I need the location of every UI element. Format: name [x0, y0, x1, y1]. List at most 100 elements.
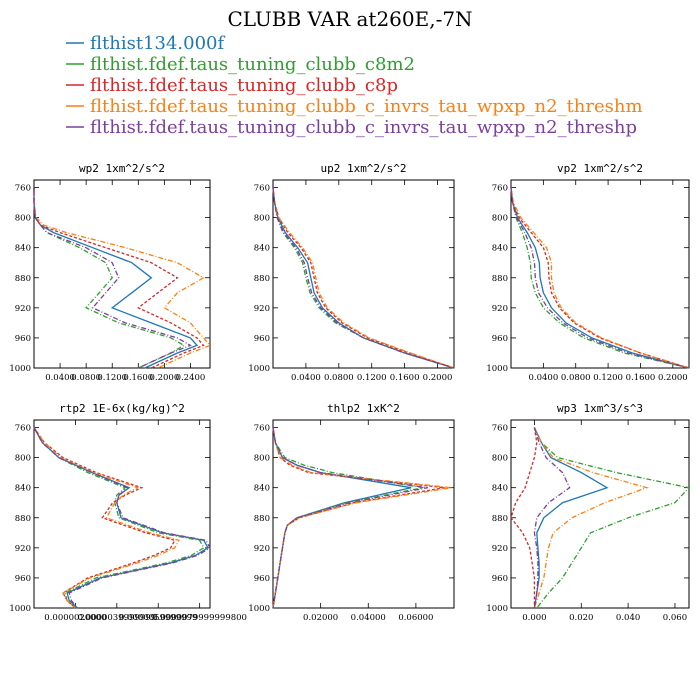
- y-tick-label: 920: [15, 544, 31, 554]
- x-tick-label: 0.1600: [626, 373, 656, 383]
- series-line: [533, 427, 571, 609]
- series-line: [33, 427, 180, 609]
- y-tick-label: 880: [492, 274, 508, 284]
- y-tick-label: 760: [492, 424, 508, 434]
- series-line: [533, 427, 691, 609]
- y-tick-label: 920: [254, 544, 270, 554]
- series-line: [33, 427, 176, 609]
- y-tick-label: 1000: [9, 364, 31, 374]
- legend-item: flthist134.000f: [66, 33, 225, 54]
- series-line: [272, 187, 455, 369]
- x-tick-label: 0.0000079999999800: [152, 613, 247, 623]
- panel: wp2 1xm^2/s^2 760 800 840 880 920 960 1000 0.040…: [9, 162, 212, 383]
- y-tick-label: 840: [254, 484, 270, 494]
- series-line: [33, 187, 212, 369]
- series-line: [510, 427, 538, 608]
- x-tick-label: 0.000: [522, 613, 546, 623]
- y-tick-label: 800: [254, 214, 270, 224]
- y-tick-label: 880: [254, 514, 270, 524]
- panel: thlp2 1xK^2 760 800 840 880 920 960 1000 0.02000…: [248, 402, 455, 623]
- y-tick-label: 840: [15, 484, 31, 494]
- x-tick-label: 0.0000039999999: [78, 613, 156, 623]
- legend: flthist134.000f flthist.fdef.taus_tuning…: [66, 33, 643, 138]
- x-tick-label: 0.1200: [97, 373, 127, 383]
- figure-title: CLUBB VAR at260E,-7N: [227, 7, 472, 31]
- panel: rtp2 1E-6x(kg/kg)^2 760 800 840 880 920 960 100…: [9, 402, 247, 623]
- series-line: [33, 187, 186, 369]
- x-tick-label: 0.1200: [357, 373, 387, 383]
- series-line: [272, 187, 455, 369]
- x-tick-label: 0.02000: [303, 613, 338, 623]
- y-tick-label: 800: [254, 454, 270, 464]
- series-line: [510, 187, 690, 369]
- legend-label: flthist.fdef.taus_tuning_clubb_c8p: [90, 75, 398, 96]
- x-tick-label: 0.0400: [45, 373, 75, 383]
- series-line: [272, 427, 428, 609]
- series-line: [33, 427, 209, 609]
- panel: wp3 1xm^3/s^3 760 800 840 880 920 960 1000 0.000…: [486, 402, 691, 623]
- panel-frame: [272, 179, 455, 369]
- panel: up2 1xm^2/s^2 760 800 840 880 920 960 1000 0.040…: [248, 162, 455, 383]
- y-tick-label: 920: [492, 544, 508, 554]
- panel-title: up2 1xm^2/s^2: [320, 162, 406, 175]
- series-line: [510, 187, 690, 369]
- panel-frame: [272, 419, 455, 609]
- x-tick-label: 0.060: [663, 613, 687, 623]
- series-line: [33, 187, 192, 369]
- panel-title: wp2 1xm^2/s^2: [79, 162, 165, 175]
- y-tick-label: 800: [492, 454, 508, 464]
- y-tick-label: 1000: [248, 364, 270, 374]
- y-tick-label: 920: [492, 304, 508, 314]
- y-tick-label: 1000: [248, 604, 270, 614]
- legend-item: flthist.fdef.taus_tuning_clubb_c8m2: [66, 54, 415, 75]
- y-tick-label: 840: [15, 244, 31, 254]
- panel-frame: [510, 419, 690, 609]
- x-tick-label: 0.2400: [176, 373, 206, 383]
- series-line: [272, 187, 455, 369]
- panel-frame: [33, 179, 211, 369]
- y-tick-label: 960: [15, 574, 31, 584]
- y-tick-label: 760: [254, 184, 270, 194]
- series-line: [510, 187, 690, 369]
- y-tick-label: 880: [492, 514, 508, 524]
- legend-label: flthist134.000f: [90, 33, 225, 54]
- y-tick-label: 880: [15, 274, 31, 284]
- series-line: [272, 187, 455, 369]
- y-tick-label: 1000: [486, 364, 508, 374]
- y-tick-label: 920: [254, 304, 270, 314]
- x-tick-label: 0.0400: [528, 373, 558, 383]
- legend-item: flthist.fdef.taus_tuning_clubb_c8p: [66, 75, 398, 96]
- series-line: [510, 187, 690, 369]
- panel-title: wp3 1xm^3/s^3: [557, 402, 643, 415]
- y-tick-label: 760: [254, 424, 270, 434]
- legend-item: flthist.fdef.taus_tuning_clubb_c_invrs_t…: [66, 117, 637, 138]
- y-tick-label: 1000: [486, 604, 508, 614]
- y-tick-label: 960: [492, 334, 508, 344]
- x-tick-label: 0.020: [569, 613, 593, 623]
- y-tick-label: 840: [492, 244, 508, 254]
- y-tick-label: 840: [492, 484, 508, 494]
- panel-frame: [33, 419, 211, 609]
- legend-label: flthist.fdef.taus_tuning_clubb_c_invrs_t…: [90, 96, 643, 117]
- y-tick-label: 800: [15, 214, 31, 224]
- series-line: [272, 427, 412, 609]
- panel-title: vp2 1xm^2/s^2: [557, 162, 643, 175]
- panel-title: thlp2 1xK^2: [327, 402, 400, 415]
- x-tick-label: 0.04000: [351, 613, 386, 623]
- series-line: [33, 427, 211, 609]
- y-tick-label: 800: [492, 214, 508, 224]
- y-tick-label: 840: [254, 244, 270, 254]
- x-tick-label: 0.0000020000: [44, 613, 106, 623]
- series-line: [510, 187, 690, 369]
- y-tick-label: 760: [15, 184, 31, 194]
- series-line: [272, 427, 424, 609]
- x-tick-label: 0.1200: [593, 373, 623, 383]
- y-tick-label: 880: [15, 514, 31, 524]
- series-line: [533, 427, 609, 609]
- y-tick-label: 760: [15, 424, 31, 434]
- x-tick-label: 0.2000: [423, 373, 453, 383]
- y-tick-label: 880: [254, 274, 270, 284]
- legend-label: flthist.fdef.taus_tuning_clubb_c8m2: [90, 54, 415, 75]
- y-tick-label: 960: [254, 334, 270, 344]
